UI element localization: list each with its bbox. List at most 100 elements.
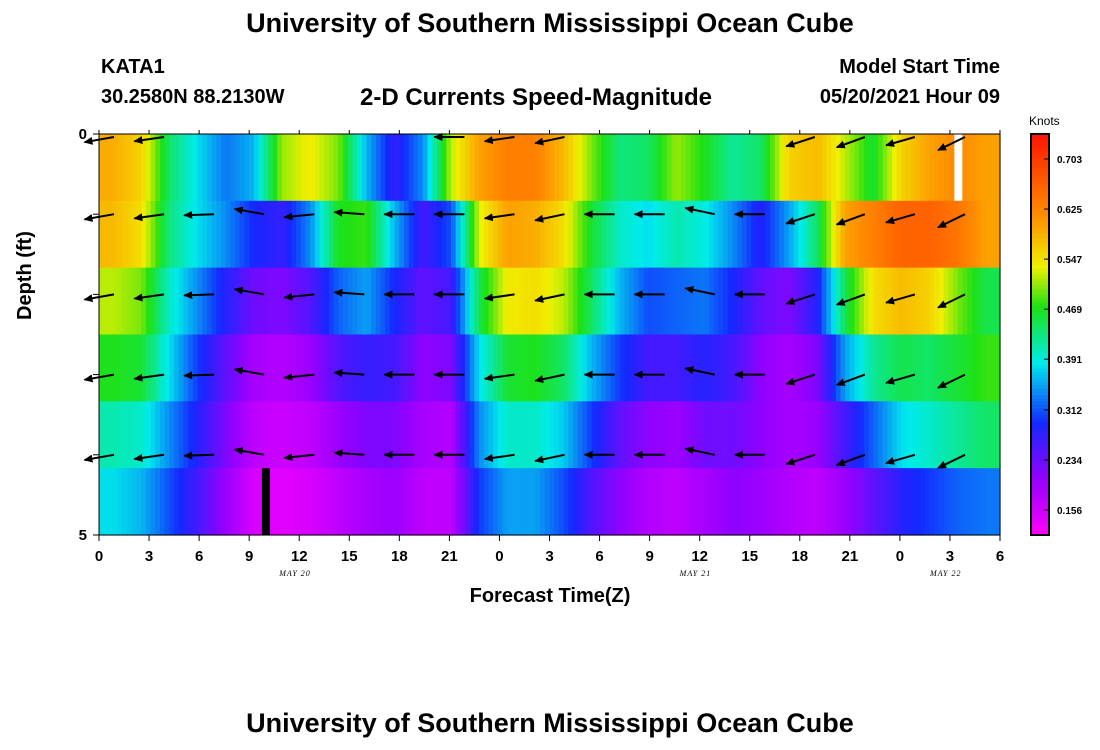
- colorbar-segment: [1031, 174, 1049, 178]
- heatmap-cell: [544, 334, 551, 402]
- heatmap-cell: [202, 468, 208, 536]
- heatmap-cell: [765, 401, 771, 469]
- heatmap-cell: [277, 401, 283, 469]
- heatmap-cell: [319, 134, 325, 202]
- heatmap-cell: [718, 468, 724, 536]
- heatmap-cell: [610, 134, 616, 202]
- colorbar-segment: [1031, 301, 1049, 305]
- heatmap-cell: [638, 468, 644, 536]
- colorbar-segment: [1031, 324, 1049, 329]
- heatmap-cell: [957, 401, 964, 469]
- heatmap-cell: [812, 200, 818, 269]
- heatmap-cell: [746, 468, 752, 536]
- heatmap-cell: [145, 200, 152, 269]
- current-vector: [483, 293, 515, 302]
- current-vector: [835, 213, 866, 226]
- heatmap-cell: [882, 401, 888, 469]
- heatmap-cell: [141, 134, 147, 202]
- heatmap-cell: [788, 468, 795, 536]
- heatmap-cell: [624, 401, 630, 469]
- heatmap-cell: [206, 267, 213, 336]
- heatmap-cell: [178, 334, 185, 402]
- heatmap-cell: [558, 200, 565, 269]
- heatmap-cell: [709, 468, 715, 536]
- heatmap-cell: [150, 200, 156, 269]
- heatmap-cell: [840, 134, 846, 202]
- heatmap-cell: [746, 267, 752, 336]
- heatmap-cell: [216, 267, 222, 336]
- heatmap-cell: [643, 468, 649, 536]
- x-tick-label: 3: [145, 548, 153, 565]
- heatmap-cell: [920, 200, 926, 269]
- heatmap-cell: [657, 200, 663, 269]
- heatmap-cell: [516, 401, 522, 469]
- heatmap-cell: [263, 200, 269, 269]
- heatmap-cell: [549, 200, 555, 269]
- colorbar-segment: [1031, 354, 1049, 359]
- heatmap-cell: [507, 468, 513, 536]
- heatmap-cell: [723, 334, 729, 402]
- colorbar-segment: [1031, 401, 1049, 406]
- heatmap-cell: [446, 401, 452, 469]
- colorbar-segment: [1031, 424, 1049, 429]
- heatmap-cell: [530, 267, 537, 336]
- heatmap-cell: [554, 134, 560, 202]
- heatmap-cell: [413, 200, 419, 269]
- heatmap-cell: [666, 267, 673, 336]
- heatmap-cell: [619, 134, 626, 202]
- colorbar-segment: [1031, 257, 1049, 262]
- current-vector: [483, 136, 515, 145]
- heatmap-cell: [652, 334, 659, 402]
- heatmap-cell: [802, 468, 809, 536]
- heatmap-cell: [507, 267, 513, 336]
- heatmap-cell: [263, 267, 269, 336]
- heatmap-cell: [230, 134, 236, 202]
- heatmap-cell: [160, 134, 166, 202]
- heatmap-cell: [404, 334, 410, 402]
- heatmap-cell: [896, 200, 903, 269]
- heatmap-cell: [277, 200, 283, 269]
- heatmap-cell: [812, 134, 818, 202]
- heatmap-cell: [591, 267, 598, 336]
- heatmap-cell: [418, 334, 424, 402]
- heatmap-cell: [990, 334, 996, 402]
- heatmap-cell: [690, 468, 696, 536]
- heatmap-cell: [422, 334, 429, 402]
- colorbar-segment: [1031, 444, 1049, 449]
- heatmap-cell: [784, 334, 790, 402]
- heatmap-cell: [164, 401, 170, 469]
- heatmap-cell: [676, 334, 682, 402]
- heatmap-cell: [300, 267, 307, 336]
- heatmap-cell: [563, 401, 569, 469]
- heatmap-cell: [333, 267, 339, 336]
- heatmap-cell: [230, 200, 236, 269]
- heatmap-cell: [610, 200, 616, 269]
- heatmap-cell: [211, 134, 217, 202]
- heatmap-cell: [239, 267, 246, 336]
- heatmap-cell: [563, 468, 569, 536]
- heatmap-cell: [995, 267, 1001, 336]
- colorbar-unit: Knots: [1029, 114, 1060, 128]
- heatmap-cell: [347, 334, 353, 402]
- colorbar-segment: [1031, 397, 1049, 402]
- heatmap-cell: [465, 200, 471, 269]
- heatmap-cell: [831, 267, 837, 336]
- heatmap-cell: [751, 134, 757, 202]
- heatmap-cell: [746, 200, 752, 269]
- heatmap-cell: [399, 200, 405, 269]
- heatmap-cell: [737, 334, 743, 402]
- heatmap-cell: [253, 401, 260, 469]
- heatmap-cell: [760, 468, 766, 536]
- heatmap-cell: [286, 334, 292, 402]
- heatmap-cell: [990, 200, 996, 269]
- colorbar-segment: [1031, 200, 1049, 205]
- heatmap-cell: [760, 134, 766, 202]
- heatmap-cell: [469, 200, 476, 269]
- heatmap-cell: [399, 334, 405, 402]
- x-tick-label: 0: [95, 548, 103, 565]
- heatmap-cell: [718, 267, 724, 336]
- heatmap-cell: [169, 267, 175, 336]
- heatmap-row-6: [99, 468, 1001, 536]
- x-axis-label: Forecast Time(Z): [469, 585, 631, 607]
